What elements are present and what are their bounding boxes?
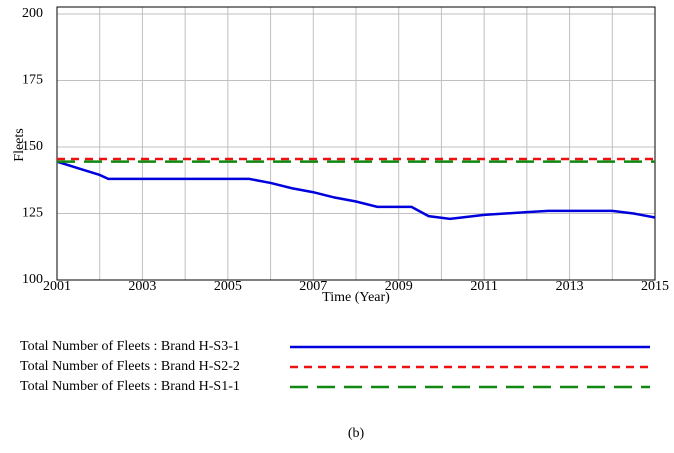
x-tick-label: 2009 xyxy=(385,279,413,294)
legend-label: Total Number of Fleets : Brand H-S1-1 xyxy=(20,379,240,394)
legend-label: Total Number of Fleets : Brand H-S2-2 xyxy=(20,359,240,374)
x-tick-label: 2005 xyxy=(214,279,242,294)
y-tick-label: 100 xyxy=(22,272,43,287)
y-tick-label: 150 xyxy=(22,139,43,154)
y-tick-label: 200 xyxy=(22,6,43,21)
y-axis-label: Fleets xyxy=(12,128,27,161)
x-tick-label: 2003 xyxy=(128,279,156,294)
x-axis-label: Time (Year) xyxy=(322,290,390,305)
x-tick-label: 2015 xyxy=(641,279,669,294)
y-tick-label: 175 xyxy=(22,73,43,88)
legend-label: Total Number of Fleets : Brand H-S3-1 xyxy=(20,339,240,354)
plot-border xyxy=(56,6,656,281)
series-line xyxy=(56,160,656,221)
x-tick-label: 2007 xyxy=(299,279,327,294)
x-tick-label: 2001 xyxy=(43,279,71,294)
y-tick-label: 125 xyxy=(22,206,43,221)
x-tick-label: 2011 xyxy=(470,279,497,294)
caption: (b) xyxy=(348,426,365,441)
x-tick-label: 2013 xyxy=(556,279,584,294)
